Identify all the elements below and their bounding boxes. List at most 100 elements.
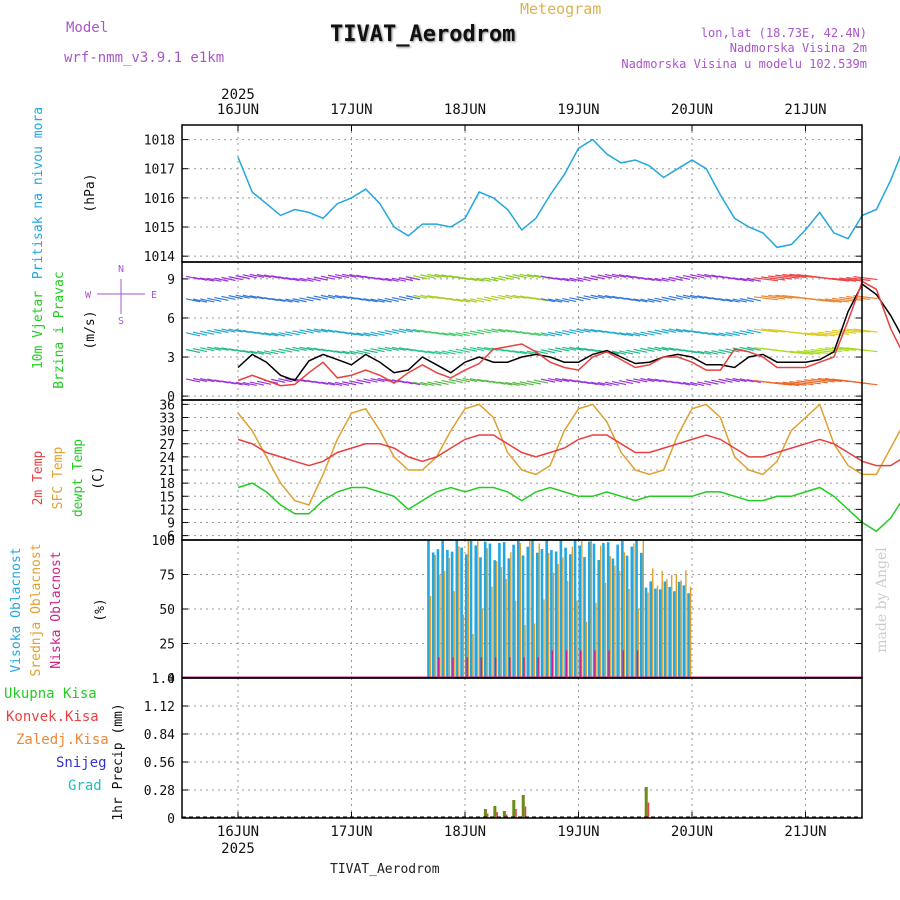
wind-arrow [377, 330, 392, 335]
wind-arrow [689, 350, 705, 355]
wind-arrow [242, 294, 257, 299]
high-cloud-bar [663, 581, 667, 678]
wind-arrow [413, 381, 428, 386]
wind-arrow [590, 275, 605, 280]
wind-arrow [512, 350, 527, 355]
y-tick-label: 36 [159, 398, 175, 413]
wind-arrow [526, 331, 541, 337]
wind-arrow [299, 277, 314, 282]
wind-unit: (m/s) [83, 310, 98, 349]
mid-cloud-bar [453, 591, 455, 678]
wind-arrow [547, 276, 563, 281]
mid-cloud-bar [500, 567, 503, 678]
wind-arrow [491, 295, 506, 300]
high-cloud-bar [621, 541, 624, 678]
mid-cloud-bar [661, 570, 663, 678]
watermark: made by Angel [874, 547, 890, 653]
wind-arrow [505, 349, 520, 354]
wind-arrow [689, 294, 705, 299]
wind-arrow [420, 349, 435, 355]
wind-arrow [839, 296, 864, 301]
wind-arrow [427, 381, 442, 386]
wind-arrow [533, 379, 549, 384]
wind-arrow [732, 277, 747, 282]
mid-cloud-bar [685, 570, 687, 678]
wind-arrow [505, 381, 520, 387]
wind-arrow [342, 331, 357, 336]
wind-arrow [640, 298, 655, 303]
wind-arrow [526, 380, 541, 385]
wind-gust-line [237, 280, 900, 387]
wind-arrow [427, 295, 442, 300]
y-tick-label: 0.28 [144, 784, 175, 799]
wind-arrow [235, 275, 250, 280]
high-cloud-bar [507, 558, 511, 678]
wind-arrow [221, 347, 236, 352]
wind-arrow [789, 350, 814, 355]
panel-frame [181, 261, 863, 401]
convective-bar [515, 809, 517, 818]
wind-arrow [555, 347, 570, 352]
precip-ylabel: 1hr Precip (mm) [111, 703, 126, 820]
precip-bar [521, 795, 525, 818]
wind-arrow [263, 350, 279, 355]
high-cloud-bar [583, 557, 586, 678]
wind-arrow [207, 378, 222, 383]
mid-cloud-bar [675, 574, 678, 678]
mid-cloud-bar [576, 600, 578, 678]
wind-arrow [604, 381, 620, 386]
wind-arrow [498, 381, 513, 386]
wind-speed-line [237, 282, 900, 382]
high-cloud-bar [592, 543, 596, 678]
wind-arrow [384, 277, 399, 282]
dewpt-ylabel: dewpt Temp [71, 439, 86, 517]
high-cloud-bar [559, 540, 563, 678]
wind-arrow [689, 381, 705, 387]
wind-arrow [349, 273, 364, 279]
wind-arrow [675, 294, 691, 300]
wind-arrow [370, 276, 385, 281]
mid-cloud-bar [481, 609, 484, 678]
convective-bar [505, 814, 508, 818]
wind-arrow [832, 277, 857, 282]
wind-arrow [547, 378, 563, 383]
x-label-top: 17JUN [330, 102, 372, 118]
wind-arrow [654, 297, 669, 302]
x-label-bottom: 20JUN [671, 824, 713, 840]
wind-arrow [214, 277, 229, 282]
high-cloud-bar [673, 591, 676, 678]
wind-arrow [356, 332, 371, 337]
wind-arrow [434, 380, 449, 386]
high-cloud-bar [644, 587, 648, 678]
wind-arrow [313, 328, 328, 333]
wind-arrow [249, 295, 265, 300]
wind-arrow [689, 274, 705, 279]
wind-arrow [519, 331, 534, 336]
wind-arrow [462, 331, 478, 336]
compass-east: E [151, 290, 157, 301]
wind-arrow [434, 331, 449, 336]
wind-arrow [342, 273, 357, 278]
y-tick-label: 75 [159, 569, 175, 584]
wind-arrow [519, 381, 534, 386]
wind-arrow [462, 298, 478, 303]
precip-bar [502, 811, 506, 818]
wind-arrow [846, 295, 871, 301]
wind-arrow [349, 350, 364, 355]
wind-arrow [448, 378, 463, 384]
wind-arrow [469, 298, 485, 303]
wind-arrow [384, 329, 399, 335]
wind-arrow [214, 328, 229, 334]
wind-arrow [228, 381, 243, 386]
wind-arrow [420, 274, 435, 279]
y-tick-label: 0 [167, 390, 175, 405]
x-label-top: 19JUN [557, 102, 599, 118]
y-tick-label: 25 [159, 638, 175, 653]
wind-arrow [526, 273, 541, 279]
wind-arrow [498, 275, 513, 280]
high-cloud-bar [550, 550, 553, 678]
wind-arrow [427, 350, 442, 355]
wind-arrow [235, 294, 250, 299]
mid-cloud-bar [448, 557, 451, 678]
